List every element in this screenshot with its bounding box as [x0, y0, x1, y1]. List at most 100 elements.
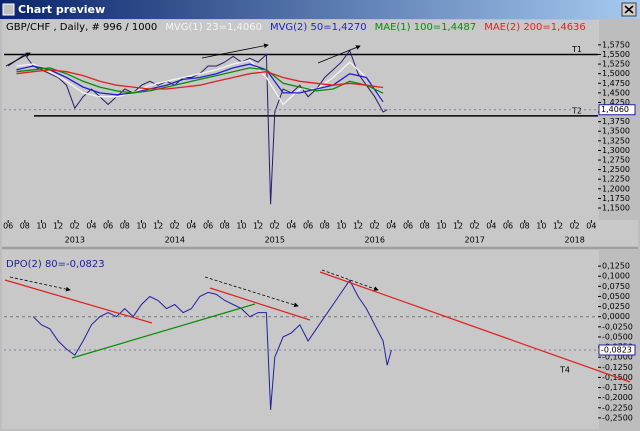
- x-tick-label: 04: [386, 222, 396, 231]
- close-button[interactable]: [621, 2, 637, 17]
- trend-label: T4: [559, 366, 570, 375]
- x-tick-label: 06: [3, 222, 13, 231]
- x-tick-label: 02: [70, 222, 80, 231]
- legend: GBP/CHF , Daily, # 996 / 1000 MVG(1) 23=1…: [6, 22, 586, 33]
- trend-lines: [4, 271, 631, 383]
- y-tick-label: -0,1000: [602, 353, 633, 362]
- legend-entry: MAE(1) 100=1,4487: [375, 22, 477, 33]
- trend-arrows: [5, 43, 379, 308]
- year-label: 2016: [365, 236, 385, 245]
- y-tick-label: -0,1750: [602, 383, 633, 392]
- y-tick-label: 1,2000: [602, 184, 630, 193]
- legend-entry: MAE(2) 200=1,4636: [484, 22, 586, 33]
- y-tick-label: 1,3500: [602, 127, 630, 136]
- y-tick-label: -0,2250: [602, 403, 633, 412]
- y-tick-label: 1,3000: [602, 146, 630, 155]
- year-label: 2018: [564, 236, 584, 245]
- y-tick-label: 1,3750: [602, 117, 630, 126]
- x-tick-label: 10: [536, 222, 546, 231]
- level-label: T2: [571, 106, 582, 115]
- y-tick-label: -0,1250: [602, 363, 633, 372]
- x-tick-label: 06: [503, 222, 513, 231]
- level-label: T1: [571, 45, 582, 54]
- y-tick-label: 0,1000: [602, 272, 630, 281]
- series-line: [16, 67, 384, 94]
- x-tick-label: 02: [470, 222, 480, 231]
- x-tick-label: 10: [436, 222, 446, 231]
- year-label: 2013: [65, 236, 85, 245]
- y-tick-label: 1,3250: [602, 136, 630, 145]
- x-tick-label: 04: [86, 222, 96, 231]
- legend: DPO(2) 80=-0,0823: [6, 259, 105, 270]
- y-tick-label: 0,1250: [602, 262, 630, 271]
- y-tick-label: 0,0500: [602, 292, 630, 301]
- dpo-chart: 0,12500,10000,07500,05000,02500,0000-0,0…: [4, 259, 636, 422]
- x-tick-label: 12: [353, 222, 363, 231]
- x-tick-label: 08: [420, 222, 430, 231]
- y-tick-label: 1,2500: [602, 165, 630, 174]
- y-tick-label: 1,5000: [602, 69, 630, 78]
- x-tick-label: 02: [170, 222, 180, 231]
- price-panel: [2, 20, 599, 220]
- x-tick-label: 04: [286, 222, 296, 231]
- y-tick-label: 1,4500: [602, 88, 630, 97]
- y-tick-label: -0,2500: [602, 413, 633, 422]
- series-line: [16, 63, 384, 103]
- y-tick-label: 1,2250: [602, 175, 630, 184]
- series-line: [16, 59, 384, 106]
- x-tick-label: 06: [403, 222, 413, 231]
- y-tick-label: 1,4750: [602, 79, 630, 88]
- x-tick-label: 08: [320, 222, 330, 231]
- x-tick-label: 04: [586, 222, 596, 231]
- y-tick-label: 1,2750: [602, 156, 630, 165]
- x-tick-label: 12: [153, 222, 163, 231]
- x-tick-label: 06: [103, 222, 113, 231]
- x-tick-label: 10: [236, 222, 246, 231]
- window-icon: [2, 3, 15, 16]
- price-chart: 1,57501,55001,52501,50001,47501,45001,42…: [3, 22, 636, 245]
- year-label: 2014: [165, 236, 185, 245]
- chart-title: GBP/CHF , Daily, # 996 / 1000: [6, 22, 157, 33]
- y-tick-label: 1,4250: [602, 98, 630, 107]
- y-tick-label: 0,0000: [602, 312, 630, 321]
- x-tick-label: 02: [270, 222, 280, 231]
- y-tick-label: 1,5500: [602, 50, 630, 59]
- y-tick-label: 1,5750: [602, 40, 630, 49]
- x-tick-label: 04: [486, 222, 496, 231]
- chart-title: DPO(2) 80=-0,0823: [6, 259, 105, 270]
- x-tick-label: 06: [303, 222, 313, 231]
- x-tick-label: 08: [120, 222, 130, 231]
- series-line: [16, 69, 384, 90]
- x-tick-label: 12: [253, 222, 263, 231]
- last-value-label: 1,4060: [601, 105, 629, 114]
- x-tick-label: 12: [553, 222, 563, 231]
- y-tick-label: 0,0250: [602, 302, 630, 311]
- series-line: [7, 49, 388, 205]
- last-value-box: [598, 104, 636, 116]
- x-tick-label: 04: [186, 222, 196, 231]
- series-line: [32, 279, 392, 410]
- x-tick-label: 10: [36, 222, 46, 231]
- legend-entry: MVG(1) 23=1,4060: [165, 22, 262, 33]
- x-tick-label: 12: [453, 222, 463, 231]
- y-tick-label: 1,1750: [602, 194, 630, 203]
- x-tick-label: 08: [520, 222, 530, 231]
- legend-entry: MVG(2) 50=1,4270: [270, 22, 367, 33]
- y-tick-label: -0,0500: [602, 332, 633, 341]
- x-tick-label: 12: [53, 222, 63, 231]
- x-tick-label: 08: [20, 222, 30, 231]
- y-tick-label: -0,0250: [602, 322, 633, 331]
- window-title: Chart preview: [18, 3, 105, 16]
- y-tick-label: 0,0750: [602, 282, 630, 291]
- dpo-panel: [2, 250, 599, 429]
- x-tick-label: 08: [220, 222, 230, 231]
- title-bar: [0, 0, 640, 19]
- x-tick-label: 10: [336, 222, 346, 231]
- y-tick-label: 1,1500: [602, 204, 630, 213]
- x-tick-label: 06: [203, 222, 213, 231]
- year-label: 2017: [465, 236, 485, 245]
- y-tick-label: -0,2000: [602, 393, 633, 402]
- x-tick-label: 02: [370, 222, 380, 231]
- last-value-box: [598, 344, 636, 356]
